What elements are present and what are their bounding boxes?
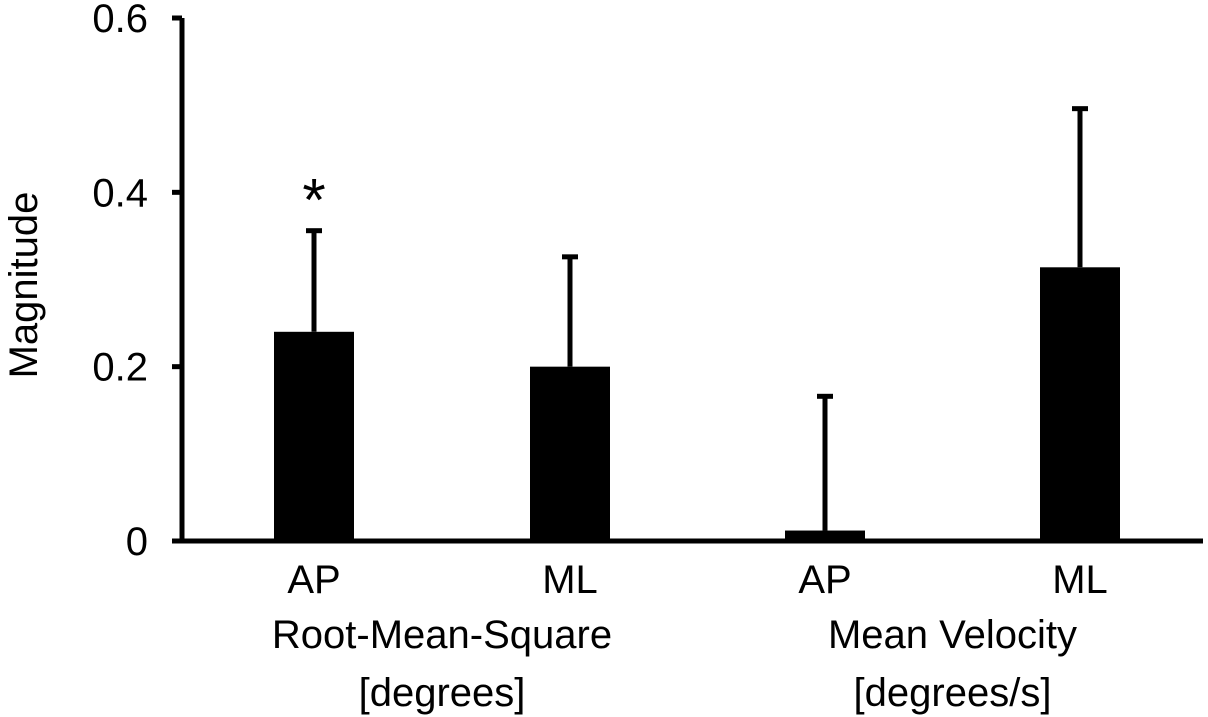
error-bars (306, 106, 1088, 531)
y-axis: 0 0.2 0.4 0.6 (92, 0, 185, 564)
y-tick-label: 0.4 (92, 171, 148, 215)
y-tick-label: 0.6 (92, 0, 148, 41)
bar (530, 366, 610, 541)
y-tick-label: 0 (126, 520, 148, 564)
y-axis-label: Magnitude (2, 192, 46, 379)
category-label: ML (542, 558, 598, 602)
category-label: ML (1052, 558, 1108, 602)
group-label-line: [degrees] (359, 671, 526, 715)
category-labels: AP ML AP ML (287, 558, 1107, 602)
y-tick-label: 0.2 (92, 346, 148, 390)
annotations: * (302, 167, 325, 234)
group-labels: Root-Mean-Square [degrees] Mean Velocity [d… (272, 613, 1077, 715)
bar (1040, 267, 1120, 541)
group-label-line: Root-Mean-Square (272, 613, 612, 657)
bar (785, 530, 865, 541)
significance-marker: * (302, 167, 325, 234)
group-label-line: [degrees/s] (854, 671, 1052, 715)
bars (274, 267, 1120, 541)
bar (274, 331, 354, 541)
group-label-line: Mean Velocity (828, 613, 1077, 657)
y-axis-title: Magnitude (2, 192, 46, 379)
category-label: AP (287, 558, 340, 602)
category-label: AP (798, 558, 851, 602)
